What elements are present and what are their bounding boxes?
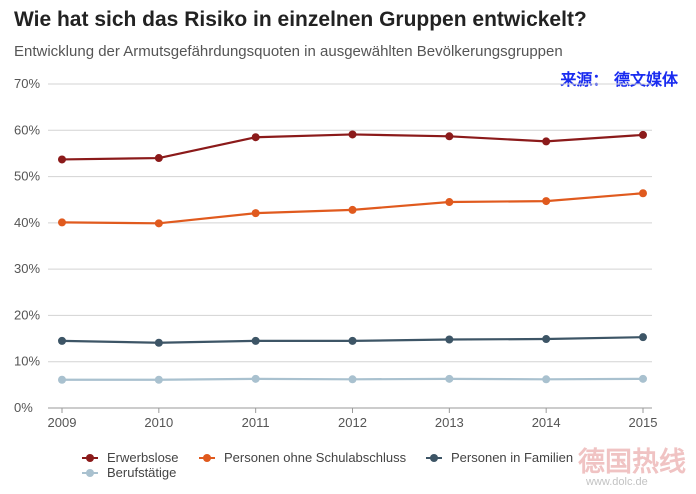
y-tick-label: 0% <box>14 400 33 415</box>
data-point <box>58 336 66 345</box>
legend-marker <box>86 454 94 462</box>
data-point <box>154 219 163 228</box>
x-tick-label: 2011 <box>242 415 270 430</box>
data-point <box>639 333 647 342</box>
legend-label: Erwerbslose <box>107 450 179 465</box>
x-tick-label: 2014 <box>532 415 561 430</box>
data-point <box>542 375 551 384</box>
data-point <box>154 338 163 347</box>
x-tick-label: 2013 <box>435 415 464 430</box>
chart-subtitle: Entwicklung der Armutsgefährdungsquoten … <box>14 43 563 60</box>
data-point <box>542 335 551 344</box>
legend-marker <box>86 469 94 477</box>
chart-title: Wie hat sich das Risiko in einzelnen Gru… <box>14 8 587 31</box>
data-point <box>445 132 454 141</box>
y-tick-label: 60% <box>14 122 40 137</box>
y-tick-label: 20% <box>14 307 40 322</box>
legend-label: Personen in Familien <box>451 450 573 465</box>
data-point <box>251 374 260 383</box>
data-point <box>154 154 163 163</box>
data-point <box>639 130 647 139</box>
data-point <box>348 336 357 345</box>
data-point <box>251 336 260 345</box>
data-point <box>639 374 647 383</box>
legend-marker <box>430 454 438 462</box>
data-point <box>639 189 647 198</box>
data-point <box>251 209 260 218</box>
legend-label: Berufstätige <box>107 465 176 480</box>
legend-label: Personen ohne Schulabschluss <box>224 450 407 465</box>
x-tick-label: 2015 <box>629 415 658 430</box>
data-point <box>251 133 260 142</box>
watermark-url: www.dolc.de <box>586 476 648 488</box>
data-point <box>542 197 551 206</box>
data-point <box>445 335 454 344</box>
data-point <box>58 375 66 384</box>
data-point <box>154 375 163 384</box>
data-point <box>542 137 551 146</box>
legend-marker <box>203 454 211 462</box>
data-point <box>348 205 357 214</box>
x-tick-label: 2012 <box>338 415 367 430</box>
data-point <box>348 375 357 384</box>
data-point <box>445 198 454 207</box>
y-tick-label: 50% <box>14 169 40 184</box>
y-tick-label: 70% <box>14 76 40 91</box>
x-tick-label: 2009 <box>48 415 77 430</box>
y-tick-label: 40% <box>14 215 40 230</box>
data-point <box>348 130 357 139</box>
data-point <box>58 218 66 227</box>
data-point <box>58 155 66 164</box>
watermark-logo: 德国热线 <box>578 447 686 478</box>
y-tick-label: 10% <box>14 354 40 369</box>
data-point <box>445 374 454 383</box>
y-tick-label: 30% <box>14 261 40 276</box>
x-tick-label: 2010 <box>144 415 173 430</box>
